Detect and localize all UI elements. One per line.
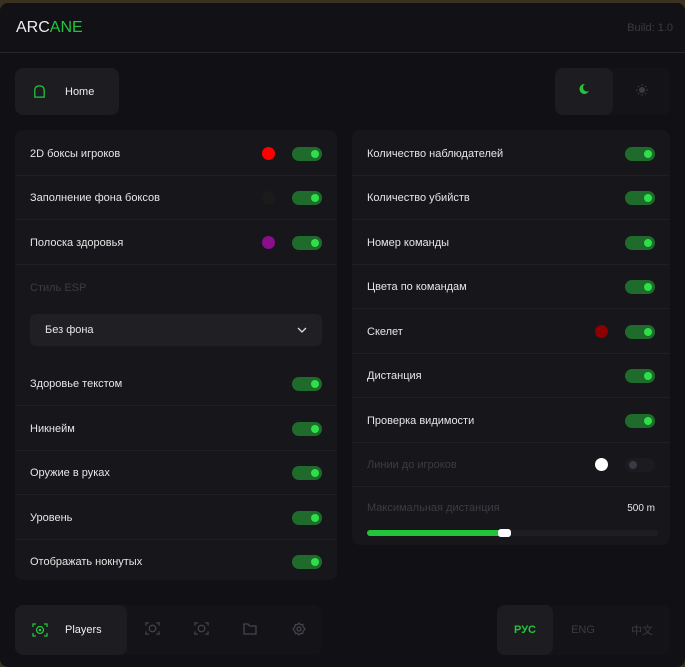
app-window: ARCANE Build: 1.0 Home 2D боксы игроков … [0, 3, 685, 667]
label: Дистанция [367, 369, 422, 382]
level-toggle[interactable] [292, 510, 322, 525]
row-weapon: Оружие в руках [15, 451, 337, 495]
row-show-knocked: Отображать нокнутых [15, 540, 337, 584]
team-number-toggle[interactable] [625, 235, 655, 250]
configs-tab[interactable] [238, 621, 262, 641]
right-settings-panel: Количество наблюдателей Количество убийс… [352, 130, 670, 545]
row-kills: Количество убийств [352, 176, 670, 220]
label: Стиль ESP [30, 282, 87, 294]
home-label: Home [65, 85, 95, 98]
label: 2D боксы игроков [30, 147, 121, 160]
kills-toggle[interactable] [625, 190, 655, 205]
chevron-down-icon [297, 324, 307, 336]
show-knocked-toggle[interactable] [292, 555, 322, 569]
label: Заполнение фона боксов [30, 191, 160, 204]
dropdown-value: Без фона [45, 324, 94, 336]
box-fill-toggle[interactable] [292, 190, 322, 205]
box-color-picker[interactable] [262, 147, 275, 160]
lines-color-picker[interactable] [595, 458, 608, 471]
folder-icon [243, 622, 257, 641]
label: Количество наблюдателей [367, 147, 504, 160]
skeleton-color-picker[interactable] [595, 325, 608, 338]
max-distance-slider[interactable] [367, 529, 658, 537]
label: Никнейм [30, 422, 75, 435]
label: Максимальная дистанция [367, 502, 500, 514]
fill-color-picker[interactable] [262, 191, 275, 204]
left-settings-panel: 2D боксы игроков Заполнение фона боксов … [15, 130, 337, 580]
label: Здоровье текстом [30, 377, 123, 390]
home-icon [32, 84, 47, 99]
row-team-number: Номер команды [352, 221, 670, 265]
label: Скелет [367, 325, 403, 338]
row-skeleton: Скелет [352, 310, 670, 354]
row-health-bar: Полоска здоровья [15, 221, 337, 265]
label: Оружие в руках [30, 466, 110, 479]
light-theme-button[interactable] [614, 68, 670, 115]
build-version: Build: 1.0 [627, 22, 673, 34]
spectators-toggle[interactable] [625, 146, 655, 161]
label: Линии до игроков [367, 458, 457, 471]
row-distance: Дистанция [352, 354, 670, 398]
row-level: Уровень [15, 496, 337, 540]
label: Количество убийств [367, 191, 470, 204]
eye-scan-icon [193, 621, 209, 641]
esp-style-dropdown[interactable]: Без фона [30, 314, 322, 346]
label: Полоска здоровья [30, 236, 124, 249]
lang-ru-button[interactable]: РУС [497, 605, 553, 655]
nickname-toggle[interactable] [292, 421, 322, 436]
gear-icon [292, 621, 306, 641]
sun-icon [636, 83, 648, 101]
team-colors-toggle[interactable] [625, 279, 655, 294]
label: Номер команды [367, 236, 450, 249]
visibility-toggle[interactable] [625, 413, 655, 428]
players-tab[interactable]: Players [15, 605, 127, 655]
slider-fill [367, 530, 504, 536]
health-bar-toggle[interactable] [292, 235, 322, 250]
label: Отображать нокнутых [30, 556, 143, 568]
language-switch: РУС ENG 中文 [497, 605, 670, 655]
home-tab[interactable]: Home [15, 68, 119, 115]
dark-theme-button[interactable] [555, 68, 613, 115]
row-box-fill: Заполнение фона боксов [15, 176, 337, 220]
label: Проверка видимости [367, 414, 475, 427]
lines-toggle[interactable] [625, 457, 655, 472]
row-visibility: Проверка видимости [352, 399, 670, 443]
aim-tab[interactable] [189, 621, 213, 641]
players-label: Players [65, 624, 102, 636]
lang-en-button[interactable]: ENG [571, 624, 595, 636]
box2d-toggle[interactable] [292, 146, 322, 161]
moon-icon [577, 82, 591, 101]
skeleton-toggle[interactable] [625, 324, 655, 339]
weapon-toggle[interactable] [292, 465, 322, 480]
row-2d-boxes: 2D боксы игроков [15, 132, 337, 176]
row-nickname: Никнейм [15, 407, 337, 451]
slider-thumb[interactable] [497, 529, 511, 537]
settings-tab[interactable] [287, 621, 311, 641]
players-eye-icon [32, 622, 48, 638]
row-esp-style: Стиль ESP [15, 266, 337, 310]
row-max-distance: Максимальная дистанция 500 m [352, 488, 670, 528]
row-lines: Линии до игроков [352, 443, 670, 487]
label: Цвета по командам [367, 280, 467, 293]
max-distance-value: 500 m [627, 502, 655, 514]
row-health-text: Здоровье текстом [15, 362, 337, 406]
eye-scan-icon [144, 621, 160, 641]
distance-toggle[interactable] [625, 368, 655, 383]
visuals-tab[interactable] [140, 621, 164, 641]
row-team-colors: Цвета по командам [352, 265, 670, 309]
lang-zh-button[interactable]: 中文 [631, 625, 653, 637]
label: Уровень [30, 511, 73, 524]
health-color-picker[interactable] [262, 236, 275, 249]
title-bar: ARCANE Build: 1.0 [0, 3, 685, 53]
logo: ARCANE [16, 19, 83, 36]
health-text-toggle[interactable] [292, 376, 322, 391]
row-spectators: Количество наблюдателей [352, 132, 670, 176]
